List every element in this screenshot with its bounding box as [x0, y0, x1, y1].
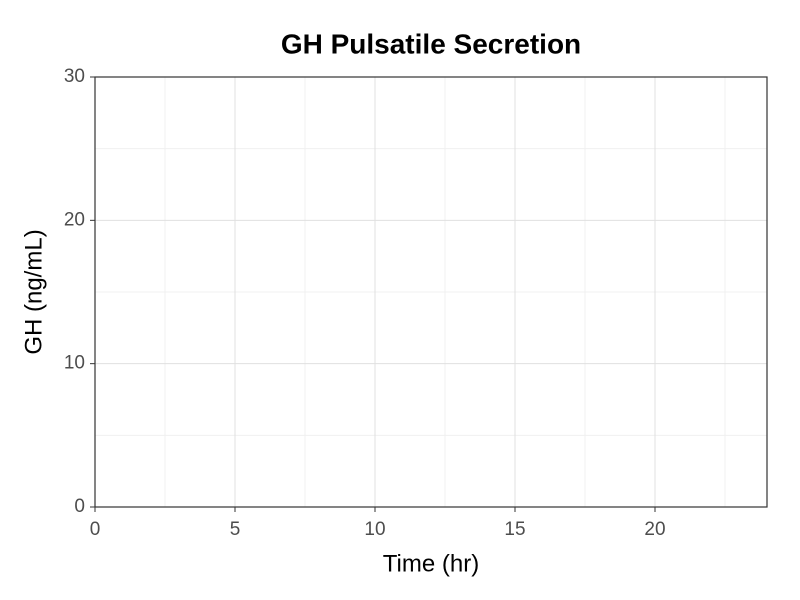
chart-title: GH Pulsatile Secretion [281, 28, 581, 59]
x-tick-label: 5 [230, 519, 241, 540]
x-tick-label: 15 [504, 519, 525, 540]
y-tick-label: 0 [74, 496, 85, 517]
x-tick-label: 10 [364, 519, 385, 540]
x-tick-label: 20 [644, 519, 665, 540]
y-tick-label: 20 [64, 209, 85, 230]
plot-border [94, 76, 768, 508]
y-tick-label: 30 [64, 66, 85, 87]
y-tick-label: 10 [64, 353, 85, 374]
x-tick-label: 0 [90, 519, 101, 540]
x-axis-label: Time (hr) [383, 550, 479, 577]
y-axis-label: GH (ng/mL) [20, 229, 47, 354]
